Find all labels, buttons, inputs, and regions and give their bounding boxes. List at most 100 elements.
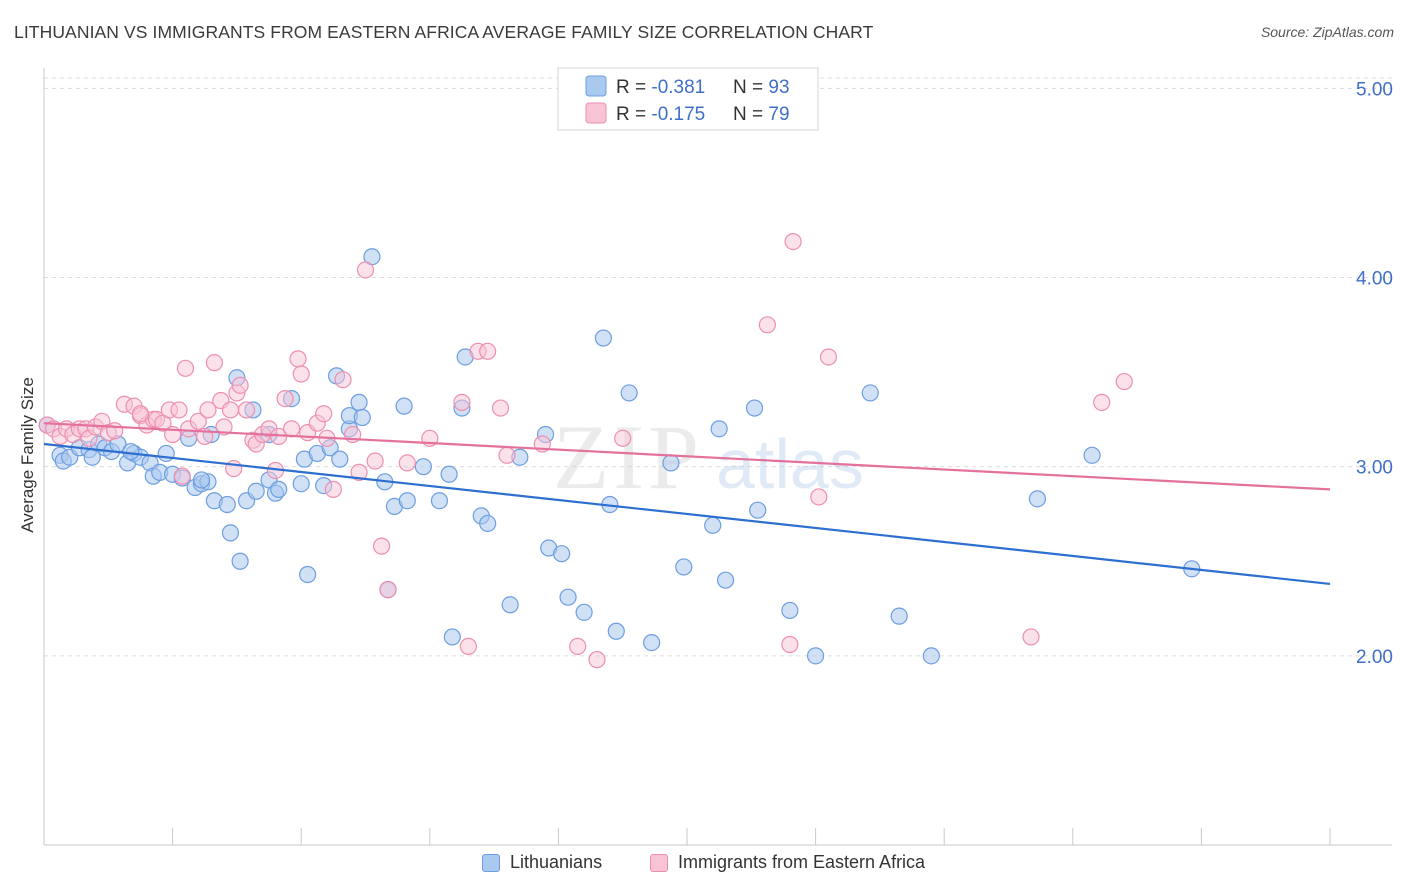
data-point-immigrants: [784, 232, 802, 251]
legend-swatch-pink: [585, 102, 607, 124]
data-point-lithuanians: [395, 397, 413, 415]
data-point-lithuanians: [299, 565, 317, 584]
data-point-immigrants: [356, 261, 375, 279]
data-point-immigrants: [189, 412, 207, 430]
data-point-lithuanians: [398, 492, 416, 510]
data-point-lithuanians: [247, 482, 265, 500]
y-tick-label: 3.00: [1356, 458, 1393, 479]
legend-item-lithuanians[interactable]: Lithuanians: [482, 852, 602, 873]
data-point-immigrants: [131, 405, 150, 423]
legend-swatch-immigrants: [650, 853, 668, 872]
data-point-lithuanians: [890, 607, 908, 625]
data-point-immigrants: [350, 463, 368, 481]
data-point-immigrants: [453, 393, 471, 411]
legend-item-immigrants[interactable]: Immigrants from Eastern Africa: [650, 852, 925, 873]
data-point-immigrants: [215, 418, 233, 436]
data-point-lithuanians: [559, 588, 577, 606]
data-point-immigrants: [379, 581, 397, 599]
data-point-lithuanians: [607, 622, 625, 640]
data-point-immigrants: [588, 651, 606, 669]
data-point-lithuanians: [620, 384, 638, 402]
data-point-lithuanians: [270, 480, 288, 498]
data-point-lithuanians: [861, 384, 879, 402]
data-point-immigrants: [221, 401, 240, 419]
legend-r-label-2: R =: [616, 104, 651, 125]
data-point-immigrants: [176, 359, 195, 377]
tick-labels: 2.003.004.005.000.0%40.0%: [1356, 79, 1393, 668]
data-point-lithuanians: [716, 571, 735, 589]
data-point-immigrants: [372, 537, 391, 555]
data-point-lithuanians: [221, 524, 240, 542]
legend-r-value-2: -0.175: [651, 104, 705, 125]
data-point-immigrants: [276, 389, 294, 408]
trend-line-immigrants: [43, 422, 1331, 491]
source-credit: Source: ZipAtlas.com: [1260, 24, 1394, 40]
data-point-immigrants: [1022, 628, 1040, 646]
y-tick-label: 2.00: [1356, 647, 1393, 668]
data-point-lithuanians: [443, 628, 461, 646]
data-point-lithuanians: [553, 545, 571, 563]
data-point-lithuanians: [662, 454, 680, 472]
legend-swatch-lithuanians: [482, 853, 500, 872]
data-point-lithuanians: [122, 442, 140, 461]
svg-text:N = 93: N = 93: [733, 77, 790, 98]
axes: [43, 68, 1392, 846]
legend-swatch-blue: [585, 75, 607, 97]
data-point-immigrants: [334, 371, 352, 389]
chart-title: LITHUANIAN VS IMMIGRANTS FROM EASTERN AF…: [14, 22, 874, 42]
data-point-lithuanians: [575, 603, 593, 621]
data-point-immigrants: [781, 635, 799, 654]
data-point-lithuanians: [83, 448, 101, 466]
data-point-immigrants: [170, 401, 188, 419]
data-point-lithuanians: [353, 408, 371, 427]
data-point-lithuanians: [710, 420, 728, 438]
data-point-lithuanians: [922, 647, 940, 665]
correlation-legend: R = -0.381 N = 93 R = -0.175 N = 79: [557, 67, 819, 131]
data-point-lithuanians: [430, 492, 449, 510]
svg-text:R = -0.175: R = -0.175: [616, 104, 705, 125]
data-point-lithuanians: [745, 399, 764, 417]
data-point-lithuanians: [231, 552, 249, 570]
data-point-lithuanians: [414, 458, 432, 476]
data-point-lithuanians: [218, 495, 236, 514]
data-point-immigrants: [289, 350, 307, 368]
data-point-immigrants: [491, 399, 510, 417]
data-point-lithuanians: [1083, 446, 1101, 464]
data-point-immigrants: [758, 316, 776, 334]
data-point-immigrants: [173, 467, 191, 485]
legend-label-immigrants: Immigrants from Eastern Africa: [678, 852, 926, 872]
data-point-immigrants: [205, 354, 223, 372]
y-tick-label: 5.00: [1356, 79, 1393, 100]
data-point-lithuanians: [1028, 490, 1047, 508]
legend-r-value-1: -0.381: [651, 77, 705, 98]
data-point-lithuanians: [501, 596, 519, 614]
legend-r-label-1: R =: [616, 77, 651, 98]
svg-text:R = -0.381: R = -0.381: [616, 77, 705, 98]
data-point-immigrants: [237, 401, 256, 419]
trend-line-lithuanians: [43, 442, 1331, 586]
data-point-lithuanians: [594, 329, 613, 347]
legend-n-label-2: N =: [733, 104, 768, 125]
data-point-immigrants: [498, 446, 516, 464]
data-point-immigrants: [819, 348, 838, 366]
svg-text:N = 79: N = 79: [733, 104, 790, 125]
data-point-immigrants: [479, 342, 497, 360]
data-point-immigrants: [1115, 372, 1133, 391]
data-point-lithuanians: [704, 516, 722, 534]
data-point-lithuanians: [192, 471, 211, 489]
scatter-plot: ZIP atlas 2.003.004.005.000.0%40.0% Aver…: [18, 67, 1393, 846]
data-point-lithuanians: [350, 393, 368, 411]
data-point-immigrants: [366, 452, 384, 470]
data-point-lithuanians: [479, 514, 497, 533]
data-point-lithuanians: [675, 558, 693, 576]
data-point-immigrants: [292, 365, 310, 383]
y-axis-label: Average Family Size: [18, 377, 37, 533]
data-point-lithuanians: [643, 634, 661, 652]
data-point-immigrants: [569, 637, 587, 655]
data-point-immigrants: [614, 429, 632, 447]
legend-n-value-2: 79: [768, 104, 789, 125]
data-point-immigrants: [459, 637, 477, 655]
series-legend: Lithuanians Immigrants from Eastern Afri…: [0, 852, 1406, 876]
data-point-immigrants: [324, 480, 342, 498]
data-point-lithuanians: [331, 450, 349, 468]
